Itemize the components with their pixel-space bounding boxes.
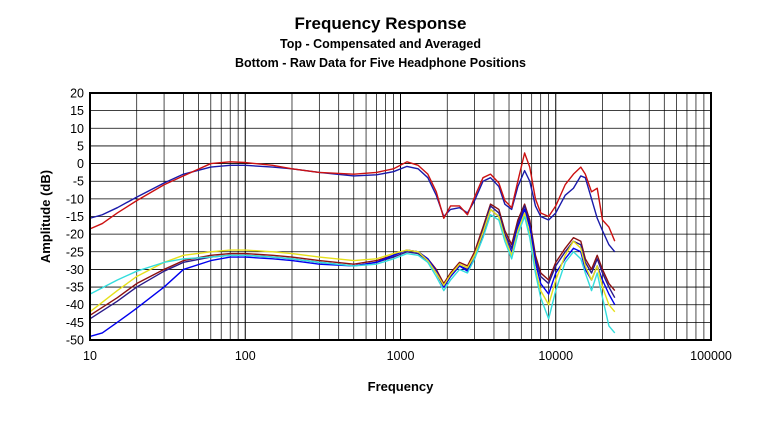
x-tick-label: 1000 xyxy=(387,349,415,363)
y-tick-label: -25 xyxy=(66,245,84,259)
y-tick-label: -10 xyxy=(66,192,84,206)
series-line-raw-5 xyxy=(89,208,616,338)
y-tick-label: 0 xyxy=(77,157,84,171)
series-line-raw-3 xyxy=(89,203,616,316)
y-tick-label: -45 xyxy=(66,316,84,330)
x-axis-label: Frequency xyxy=(368,379,435,394)
y-tick-label: -5 xyxy=(73,175,84,189)
y-tick-label: -50 xyxy=(66,334,84,348)
series-line-raw-6 xyxy=(89,208,616,313)
x-tick-labels: 10 100 1000 10000 100000 xyxy=(83,349,732,363)
y-tick-label: 10 xyxy=(70,122,84,136)
chart-title: Frequency Response xyxy=(294,14,467,33)
y-tick-label: -20 xyxy=(66,228,84,242)
series-line-raw-7 xyxy=(89,214,616,334)
series-line-compensated-2 xyxy=(89,152,616,242)
y-tick-label: -35 xyxy=(66,281,84,295)
x-tick-label: 10000 xyxy=(538,349,573,363)
chart-subtitle-bottom: Bottom - Raw Data for Five Headphone Pos… xyxy=(235,56,526,70)
x-tick-label: 100000 xyxy=(690,349,732,363)
y-tick-label: 15 xyxy=(70,104,84,118)
y-axis-label: Amplitude (dB) xyxy=(38,170,53,263)
y-tick-label: -30 xyxy=(66,263,84,277)
series-layer xyxy=(89,152,616,338)
y-tick-label: -15 xyxy=(66,210,84,224)
series-line-compensated-1 xyxy=(89,164,616,253)
plot-frame xyxy=(89,92,712,341)
y-tick-label: -40 xyxy=(66,298,84,312)
x-tick-label: 100 xyxy=(235,349,256,363)
y-tick-label: 20 xyxy=(70,87,84,101)
x-tick-label: 10 xyxy=(83,349,97,363)
grid-layer xyxy=(89,92,711,341)
y-tick-label: 5 xyxy=(77,139,84,153)
y-tick-labels: 20 15 10 5 0 -5 -10 -15 -20 -25 -30 -35 -40 -45 -50 xyxy=(66,87,84,348)
chart-subtitle-top: Top - Compensated and Averaged xyxy=(280,37,481,51)
